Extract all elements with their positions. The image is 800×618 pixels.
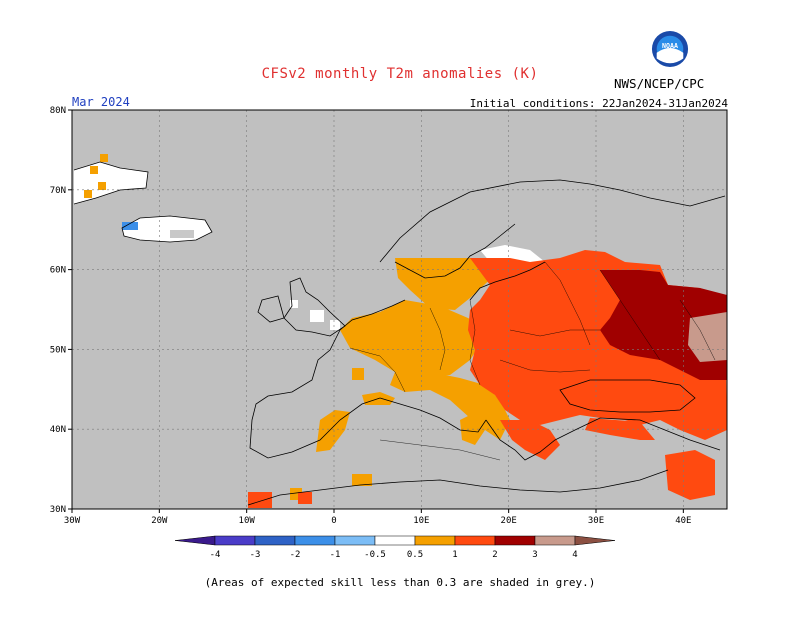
agency-label: NWS/NCEP/CPC [614,76,705,91]
lat-tick-label: 50N [50,345,66,355]
colorbar-bin [414,535,456,546]
lon-tick-label: 20W [151,516,168,526]
colorbar-label: 1 [452,550,457,560]
colorbar-label: 0.5 [407,550,423,560]
lat-tick-label: 30N [50,505,66,515]
lat-tick-label: 70N [50,186,66,196]
colorbar-label: -1 [330,550,341,560]
colorbar-label: -4 [210,550,221,560]
svg-text:NOAA: NOAA [662,42,678,50]
lat-tick-label: 40N [50,425,66,435]
longitude-labels: 30W 20W 10W 0 10E 20E 30E 40E [64,509,691,526]
colorbar-bin [254,535,296,546]
map-frame [71,109,728,510]
colorbar-arrow-high [574,535,616,546]
lon-tick-label: 10E [413,516,429,526]
lon-tick-label: 10W [239,516,256,526]
colorbar-bin [454,535,496,546]
colorbar-bin [294,535,336,546]
colorbar-bin [214,535,256,546]
lon-tick-label: 20E [501,516,517,526]
lat-tick-label: 60N [50,266,66,276]
lon-tick-label: 30W [64,516,81,526]
lon-tick-label: 30E [588,516,604,526]
lat-tick-label: 80N [50,106,66,116]
lon-tick-label: 40E [675,516,691,526]
country-borders [349,261,716,461]
latitude-labels: 80N 70N 60N 50N 40N 30N [50,106,72,515]
colorbar-bin [534,535,576,546]
forecast-month: Mar 2024 [72,95,130,109]
anomaly-orange [290,258,510,500]
colorbar-label: -2 [290,550,301,560]
colorbar-label: 3 [532,550,537,560]
colorbar-bin [334,535,376,546]
colorbar-label: -0.5 [364,550,386,560]
colorbar-arrow-low [174,535,216,546]
colorbar-label: 2 [492,550,497,560]
noaa-logo-icon: NOAA [651,30,689,68]
colorbar: -4 -3 -2 -1 -0.5 0.5 1 2 3 4 [174,535,616,560]
map-title: CFSv2 monthly T2m anomalies (K) [261,66,539,82]
lon-tick-label: 0 [331,516,336,526]
footnote: (Areas of expected skill less than 0.3 a… [204,576,596,589]
initial-conditions: Initial conditions: 22Jan2024-31Jan2024 [469,97,728,110]
coastlines [73,161,726,506]
colorbar-bin [494,535,536,546]
colorbar-bin [374,535,416,546]
colorbar-label: 4 [572,550,577,560]
colorbar-label: -3 [250,550,261,560]
